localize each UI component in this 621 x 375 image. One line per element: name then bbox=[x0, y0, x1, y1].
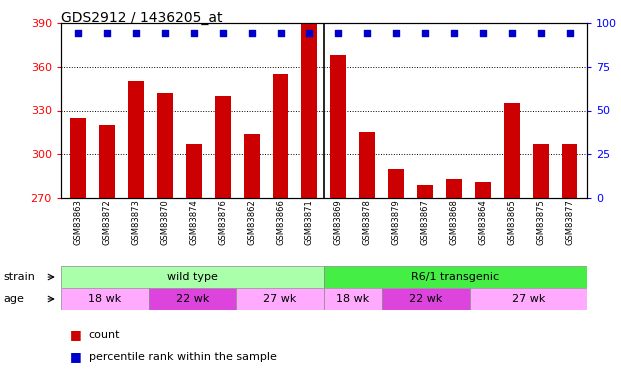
Text: 22 wk: 22 wk bbox=[409, 294, 443, 304]
Text: 27 wk: 27 wk bbox=[263, 294, 297, 304]
Point bbox=[564, 30, 574, 36]
Point bbox=[449, 30, 459, 36]
Point bbox=[189, 30, 199, 36]
Bar bbox=[61, 288, 148, 310]
Text: ■: ■ bbox=[70, 328, 82, 342]
Bar bbox=[148, 288, 236, 310]
Text: 22 wk: 22 wk bbox=[176, 294, 209, 304]
Point bbox=[102, 30, 112, 36]
Point bbox=[391, 30, 401, 36]
Bar bbox=[388, 169, 404, 198]
Bar bbox=[324, 266, 587, 288]
Text: strain: strain bbox=[3, 272, 35, 282]
Bar bbox=[236, 288, 324, 310]
Bar bbox=[128, 81, 144, 198]
Bar bbox=[470, 288, 587, 310]
Point bbox=[536, 30, 546, 36]
Text: 18 wk: 18 wk bbox=[337, 294, 369, 304]
Bar bbox=[186, 144, 202, 198]
Point bbox=[73, 30, 83, 36]
Bar bbox=[360, 132, 375, 198]
Bar bbox=[324, 288, 383, 310]
Text: wild type: wild type bbox=[167, 272, 218, 282]
Point bbox=[478, 30, 487, 36]
Bar bbox=[417, 185, 433, 198]
Bar bbox=[157, 93, 173, 198]
Point bbox=[247, 30, 256, 36]
Point bbox=[420, 30, 430, 36]
Bar bbox=[330, 55, 347, 198]
Bar bbox=[61, 266, 324, 288]
Text: R6/1 transgenic: R6/1 transgenic bbox=[411, 272, 499, 282]
Bar bbox=[215, 96, 230, 198]
Point bbox=[362, 30, 372, 36]
Bar bbox=[70, 118, 86, 198]
Point bbox=[160, 30, 170, 36]
Text: GDS2912 / 1436205_at: GDS2912 / 1436205_at bbox=[61, 11, 222, 25]
Bar bbox=[99, 125, 115, 198]
Point bbox=[131, 30, 141, 36]
Text: count: count bbox=[89, 330, 120, 340]
Bar bbox=[533, 144, 548, 198]
Bar bbox=[383, 288, 470, 310]
Point bbox=[507, 30, 517, 36]
Point bbox=[218, 30, 228, 36]
Bar bbox=[301, 23, 317, 198]
Bar bbox=[561, 144, 578, 198]
Text: ■: ■ bbox=[70, 351, 82, 363]
Bar bbox=[446, 179, 462, 198]
Text: age: age bbox=[3, 294, 24, 304]
Bar bbox=[273, 74, 288, 198]
Point bbox=[276, 30, 286, 36]
Text: 18 wk: 18 wk bbox=[88, 294, 121, 304]
Point bbox=[333, 30, 343, 36]
Bar bbox=[243, 134, 260, 198]
Point bbox=[304, 30, 314, 36]
Bar bbox=[504, 103, 520, 198]
Text: percentile rank within the sample: percentile rank within the sample bbox=[89, 352, 277, 362]
Bar bbox=[475, 182, 491, 198]
Text: 27 wk: 27 wk bbox=[512, 294, 545, 304]
